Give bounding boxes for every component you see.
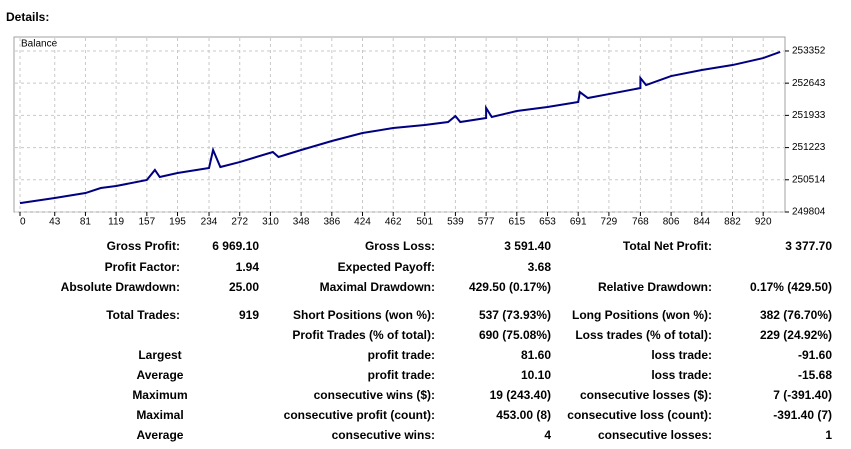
stat-label: Profit Factor: (104, 260, 180, 274)
stat-value: 429.50 (0.17%) (468, 280, 551, 294)
stat-label: Gross Loss: (364, 239, 435, 253)
x-tick-label: 195 (169, 217, 186, 228)
stat-label: profit trade: (367, 368, 435, 382)
stat-value: -91.60 (797, 348, 832, 362)
stat-label: Loss trades (% of total): (575, 328, 712, 342)
x-tick-label: 310 (262, 217, 279, 228)
x-tick-label: 882 (724, 217, 741, 228)
x-tick-label: 768 (632, 217, 649, 228)
x-tick-label: 348 (293, 217, 310, 228)
y-tick-label: 253352 (792, 46, 826, 57)
x-tick-label: 81 (80, 217, 92, 228)
stat-value: 1.94 (235, 260, 259, 274)
x-tick-label: 386 (323, 217, 340, 228)
stat-label: profit trade: (367, 348, 435, 362)
stat-label: Gross Profit: (106, 239, 180, 253)
x-tick-label: 272 (231, 217, 248, 228)
x-tick-label: 691 (570, 217, 587, 228)
stat-label: Maximal (136, 408, 184, 422)
x-tick-label: 157 (138, 217, 155, 228)
stat-value: 3 591.40 (504, 239, 551, 253)
y-tick-label: 250514 (792, 174, 826, 185)
balance-line (19, 51, 781, 205)
x-tick-label: 462 (385, 217, 402, 228)
stat-value: 919 (238, 308, 259, 322)
stat-value: 229 (24.92%) (759, 328, 832, 342)
stat-value: 0.17% (429.50) (749, 280, 832, 294)
stat-label: consecutive wins: (331, 428, 435, 442)
stat-label: consecutive losses ($): (579, 388, 712, 402)
x-tick-label: 234 (201, 217, 218, 228)
stat-label: consecutive profit (count): (283, 408, 435, 422)
x-tick-label: 729 (601, 217, 618, 228)
stat-label: Largest (138, 348, 182, 362)
x-tick-label: 653 (539, 217, 556, 228)
stat-label: consecutive wins ($): (313, 388, 435, 402)
stat-label: Relative Drawdown: (597, 280, 712, 294)
stat-label: Average (136, 428, 184, 442)
stat-value: -15.68 (797, 368, 832, 382)
x-tick-label: 119 (108, 217, 124, 228)
stat-value: 4 (544, 428, 551, 442)
stat-label: Average (136, 368, 184, 382)
stat-value: 3.68 (527, 260, 551, 274)
stat-label: Maximal Drawdown: (319, 280, 435, 294)
stat-label: consecutive losses: (597, 428, 712, 442)
stat-label: Total Net Profit: (622, 239, 712, 253)
x-tick-label: 539 (447, 217, 464, 228)
stat-label: consecutive loss (count): (567, 408, 712, 422)
stat-value: 10.10 (520, 368, 551, 382)
stat-label: Expected Payoff: (337, 260, 435, 274)
stat-value: 3 377.70 (785, 239, 832, 253)
x-tick-label: 43 (49, 217, 61, 228)
stat-value: 19 (243.40) (489, 388, 551, 402)
stat-value: 81.60 (520, 348, 551, 362)
x-tick-label: 424 (354, 217, 371, 228)
balance-chart: Balance 249804 250514 251223 251933 252643 25… (13, 36, 826, 228)
stat-label: loss trade: (651, 348, 712, 362)
stat-value: 453.00 (8) (496, 408, 551, 422)
x-tick-label: 920 (755, 217, 772, 228)
y-tick-label: 252643 (792, 78, 826, 89)
stat-label: Maximum (132, 388, 188, 402)
stat-value: 6 969.10 (212, 239, 259, 253)
stat-label: Absolute Drawdown: (60, 280, 180, 294)
stat-value: 382 (76.70%) (759, 308, 832, 322)
stat-label: Long Positions (won %): (572, 308, 712, 322)
stat-value: -391.40 (7) (773, 408, 832, 422)
chart-title: Balance (21, 39, 58, 50)
x-tick-label: 501 (416, 217, 433, 228)
stat-value: 25.00 (228, 280, 259, 294)
stat-value: 1 (825, 428, 832, 442)
stat-value: 7 (-391.40) (773, 388, 832, 402)
plot-frame (13, 36, 786, 213)
x-tick-label: 615 (508, 217, 525, 228)
x-tick-label: 844 (693, 217, 710, 228)
stat-value: 690 (75.08%) (478, 328, 551, 342)
stat-label: Total Trades: (106, 308, 180, 322)
stat-label: Profit Trades (% of total): (292, 328, 435, 342)
stat-label: loss trade: (651, 368, 712, 382)
x-tick-label: 0 (20, 217, 26, 228)
x-tick-label: 577 (478, 217, 495, 228)
x-tick-label: 806 (663, 217, 680, 228)
stat-label: Short Positions (won %): (293, 308, 435, 322)
section-title: Details: (6, 10, 50, 24)
stat-value: 537 (73.93%) (478, 308, 551, 322)
y-tick-label: 249804 (792, 207, 826, 218)
y-tick-label: 251223 (792, 142, 826, 153)
y-tick-label: 251933 (792, 110, 826, 121)
